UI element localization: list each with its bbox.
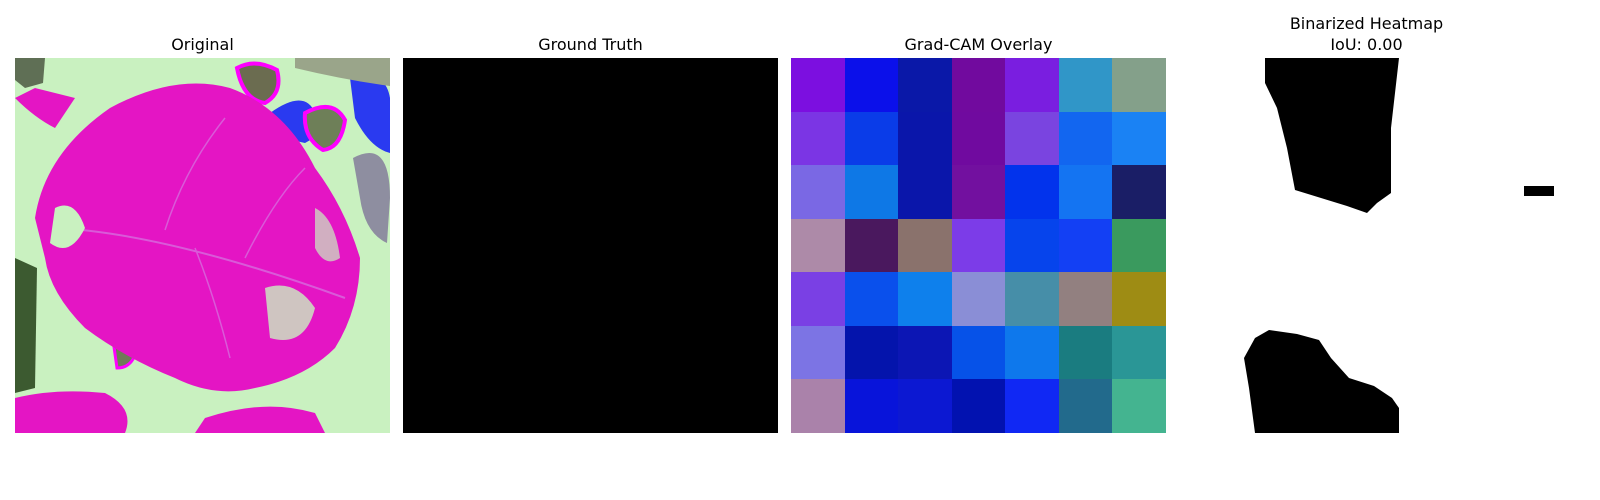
ground-truth-title: Ground Truth — [538, 35, 643, 54]
gradcam-cell — [791, 165, 845, 219]
gradcam-cell — [1058, 58, 1113, 112]
iou-score-label: IoU: 0.00 — [1330, 35, 1403, 54]
gradcam-cell — [898, 58, 952, 112]
gradcam-cell — [844, 218, 899, 273]
gradcam-cell — [844, 272, 899, 326]
gradcam-overlay-panel — [791, 58, 1166, 433]
binarized-heatmap-image — [1179, 58, 1589, 433]
mask-blob-edge — [1524, 186, 1554, 196]
gradcam-cell — [791, 272, 845, 326]
gradcam-cell — [1058, 111, 1113, 166]
gradcam-cell — [844, 325, 899, 380]
gradcam-cell — [898, 165, 952, 219]
gradcam-cell — [1005, 111, 1059, 166]
gradcam-cell — [1058, 218, 1113, 273]
gradcam-cell — [951, 218, 1006, 273]
gradcam-cell — [1005, 272, 1059, 326]
gradcam-cell — [1005, 379, 1059, 433]
original-title: Original — [171, 35, 234, 54]
gradcam-cell — [791, 111, 845, 166]
gradcam-cell — [1058, 272, 1113, 326]
mask-blob-bottom — [1244, 330, 1399, 433]
gradcam-grid — [791, 58, 1166, 433]
gradcam-cell — [1112, 165, 1166, 219]
gradcam-cell — [791, 218, 845, 273]
original-image-panel — [15, 58, 390, 433]
gradcam-cell — [1058, 325, 1113, 380]
binarized-heatmap-panel — [1179, 58, 1589, 433]
gradcam-cell — [1005, 218, 1059, 273]
gradcam-cell — [1058, 379, 1113, 433]
ground-truth-mask — [403, 58, 778, 433]
gradcam-cell — [1112, 272, 1166, 326]
gradcam-cell — [951, 165, 1006, 219]
gradcam-cell — [898, 325, 952, 380]
gradcam-cell — [1112, 111, 1166, 166]
gradcam-cell — [844, 165, 899, 219]
binarized-heatmap-title: Binarized Heatmap IoU: 0.00 — [1179, 13, 1554, 55]
gradcam-cell — [898, 218, 952, 273]
gradcam-cell — [898, 272, 952, 326]
gradcam-cell — [791, 379, 845, 433]
gradcam-cell — [951, 111, 1006, 166]
gradcam-cell — [1112, 379, 1166, 433]
mask-blob-top — [1265, 58, 1399, 213]
gradcam-cell — [1112, 325, 1166, 380]
gradcam-overlay-title: Grad-CAM Overlay — [904, 35, 1053, 54]
gradcam-cell — [1112, 58, 1166, 112]
gradcam-cell — [951, 325, 1006, 380]
gradcam-cell — [1005, 58, 1059, 112]
gradcam-cell — [844, 111, 899, 166]
binarized-heatmap-title-line1: Binarized Heatmap — [1289, 14, 1444, 33]
gradcam-cell — [1005, 325, 1059, 380]
gradcam-cell — [844, 379, 899, 433]
original-image — [15, 58, 390, 433]
gradcam-cell — [1112, 218, 1166, 273]
gradcam-cell — [951, 379, 1006, 433]
gradcam-cell — [898, 379, 952, 433]
gradcam-cell — [791, 325, 845, 380]
gradcam-cell — [951, 272, 1006, 326]
gradcam-cell — [898, 111, 952, 166]
gradcam-cell — [1058, 165, 1113, 219]
gradcam-cell — [791, 58, 845, 112]
gradcam-cell — [1005, 165, 1059, 219]
gradcam-cell — [844, 58, 899, 112]
gradcam-cell — [951, 58, 1006, 112]
